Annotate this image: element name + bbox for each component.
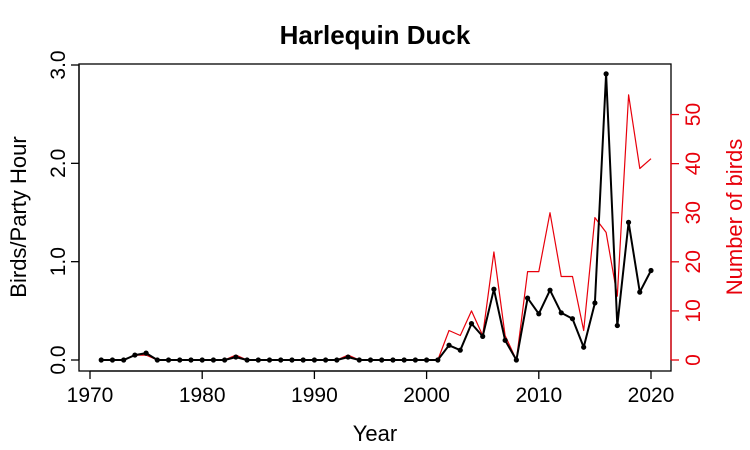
y-left-tick-label: 3.0: [47, 50, 70, 79]
y-right-tick-label: 0: [682, 354, 705, 366]
y-right-tick-label: 40: [682, 152, 705, 175]
data-point: [502, 337, 508, 343]
birds-per-party-hour-line: [101, 72, 652, 361]
x-tick-label: 1970: [67, 384, 114, 407]
data-point: [480, 333, 486, 339]
data-point: [132, 352, 138, 358]
data-point: [625, 219, 632, 225]
data-point: [603, 71, 609, 77]
data-point: [356, 357, 362, 363]
data-point: [648, 267, 654, 274]
birds-per-party-hour-series: [98, 71, 654, 363]
data-point: [233, 354, 239, 360]
data-point: [637, 289, 643, 295]
data-point: [569, 316, 576, 322]
y-left-tick-label: 2.0: [47, 149, 70, 178]
data-point: [109, 357, 116, 363]
data-point: [121, 357, 127, 363]
data-point: [457, 347, 463, 353]
y-right-tick-label: 20: [682, 250, 705, 273]
data-point: [491, 286, 497, 292]
data-point: [412, 357, 418, 363]
data-point: [222, 357, 228, 363]
data-point: [165, 357, 172, 363]
data-point: [446, 342, 452, 348]
number-of-birds-line: [101, 94, 652, 361]
data-point: [199, 357, 205, 363]
data-point: [390, 357, 396, 363]
y-axis-left-title: Birds/Party Hour: [6, 136, 31, 297]
data-point: [524, 295, 531, 301]
data-point: [244, 357, 250, 363]
y-right-tick-label: 50: [682, 103, 705, 126]
data-point: [435, 357, 441, 363]
data-point: [334, 357, 340, 363]
y-axis-right-title: Number of birds: [722, 139, 747, 296]
y-left-tick-label: 1.0: [47, 247, 70, 276]
x-tick-label: 2000: [403, 384, 450, 407]
data-point: [255, 357, 261, 363]
data-point: [300, 357, 306, 363]
data-point: [266, 357, 273, 363]
data-point: [210, 357, 217, 363]
data-point: [98, 357, 104, 363]
data-point: [468, 321, 475, 327]
y-axis-right: 0 10 20 30 40 50: [670, 103, 705, 366]
data-point: [614, 322, 620, 329]
data-point: [592, 300, 598, 306]
data-point: [367, 357, 374, 363]
data-point: [323, 357, 329, 363]
y-right-tick-label: 30: [682, 201, 705, 224]
data-point: [547, 287, 553, 293]
data-point: [177, 357, 183, 363]
data-point: [581, 344, 587, 350]
number-of-birds-series: [101, 94, 652, 361]
data-point: [188, 357, 194, 363]
data-point: [379, 357, 385, 363]
data-point: [345, 354, 351, 360]
y-right-tick-label: 10: [682, 299, 705, 322]
data-point: [424, 357, 430, 363]
y-left-tick-label: 0.0: [47, 345, 70, 374]
y-axis-left: 0.0 1.0 2.0 3.0: [47, 50, 80, 375]
data-point: [289, 357, 295, 363]
x-axis: 1970 1980 1990 2000 2010 2020: [67, 370, 675, 407]
x-tick-label: 1990: [291, 384, 338, 407]
data-point: [278, 357, 284, 363]
chart-title: Harlequin Duck: [280, 20, 471, 50]
data-point: [154, 357, 160, 363]
data-point: [311, 357, 317, 363]
data-point: [513, 357, 519, 363]
x-tick-label: 2010: [515, 384, 562, 407]
data-point: [536, 311, 542, 317]
data-point: [401, 357, 407, 363]
x-axis-title: Year: [353, 421, 397, 446]
data-point: [143, 350, 149, 356]
data-point: [558, 310, 564, 316]
x-tick-label: 1980: [179, 384, 226, 407]
x-tick-label: 2020: [628, 384, 675, 407]
